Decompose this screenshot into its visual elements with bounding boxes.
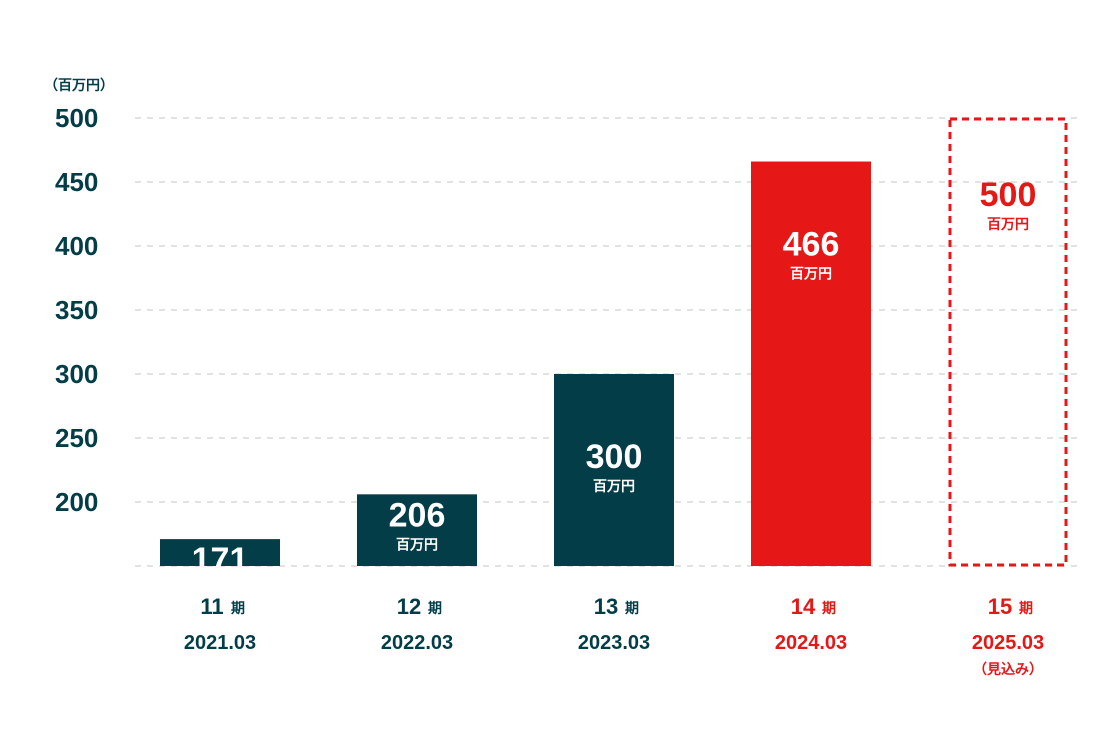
period-label: 14: [791, 594, 816, 619]
period-suffix-label: 期: [1019, 600, 1033, 616]
y-tick-label: 450: [55, 167, 98, 197]
period-suffix-label: 期: [428, 600, 442, 616]
y-tick-label: 350: [55, 295, 98, 325]
forecast-note-label: （見込み）: [973, 661, 1043, 677]
y-tick-label: 250: [55, 423, 98, 453]
period-label: 13: [594, 594, 618, 619]
bars: 171 百万円 206 百万円 300 百万円 466 百万円 500 百万円: [160, 117, 1068, 597]
y-tick-label: 300: [55, 359, 98, 389]
bar: [160, 539, 280, 566]
bar-unit-label: 百万円: [987, 216, 1029, 232]
y-axis-ticks: 200 250 300 350 400 450 500: [55, 103, 98, 517]
y-tick-label: 400: [55, 231, 98, 261]
date-label: 2023.03: [578, 632, 650, 654]
period-label: 11: [200, 594, 223, 619]
bar-value-label: 171: [192, 541, 249, 579]
y-axis-unit-label: （百万円）: [44, 77, 114, 93]
period-label: 15: [988, 594, 1012, 619]
bar-value-label: 206: [389, 496, 446, 534]
bar: [554, 374, 674, 566]
bar: [357, 494, 477, 566]
bar-forecast: [948, 117, 1068, 567]
bar-value-label: 466: [783, 226, 840, 264]
bar: [751, 161, 871, 566]
period-label: 12: [397, 594, 421, 619]
period-suffix-label: 期: [625, 600, 639, 616]
y-tick-label: 200: [55, 487, 98, 517]
period-suffix-label: 期: [231, 600, 245, 616]
bar-unit-label: 百万円: [593, 478, 635, 494]
date-label: 2021.03: [184, 632, 256, 654]
bar-unit-label: 百万円: [199, 581, 241, 597]
bar-unit-label: 百万円: [396, 536, 438, 552]
y-tick-label: 500: [55, 103, 98, 133]
period-suffix-label: 期: [822, 600, 836, 616]
x-axis-labels: 11 期 2021.03 12 期 2022.03 13 期 2023.03 14 期 2024.03…: [184, 594, 1044, 677]
bar-value-label: 500: [980, 176, 1037, 214]
bar-unit-label: 百万円: [790, 266, 832, 282]
bar-value-label: 300: [586, 438, 643, 476]
date-label: 2024.03: [775, 632, 847, 654]
date-label: 2022.03: [381, 632, 453, 654]
date-label: 2025.03: [972, 632, 1044, 654]
